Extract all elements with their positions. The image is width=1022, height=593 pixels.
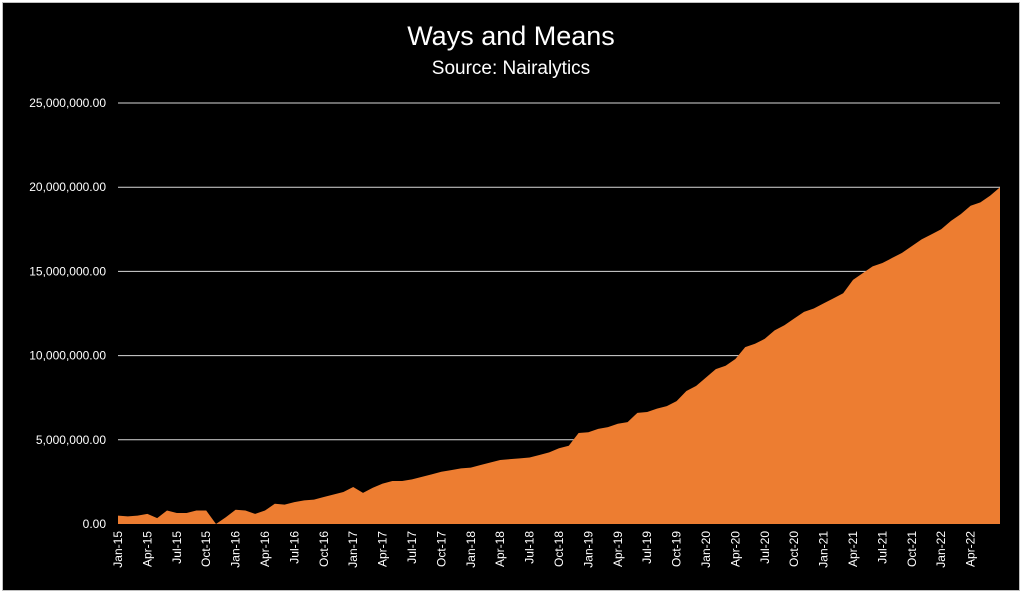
x-tick-label: Jul-19 [640, 531, 654, 564]
x-tick-label: Jan-17 [346, 531, 360, 568]
x-tick-label: Apr-16 [258, 531, 272, 567]
area-series [118, 187, 1000, 524]
x-tick-label: Jan-22 [934, 531, 948, 568]
x-tick-label: Oct-17 [434, 531, 448, 567]
plot-area: 0.00 5,000,000.00 10,000,000.00 15,000,000.… [29, 96, 1000, 568]
x-tick-label: Jul-17 [405, 531, 419, 564]
y-tick-label: 0.00 [83, 517, 107, 531]
x-tick-label: Apr-17 [376, 531, 390, 567]
chart-subtitle: Source: Nairalytics [431, 58, 591, 79]
x-tick-label: Oct-16 [317, 531, 331, 567]
x-tick-label: Jul-18 [523, 531, 537, 564]
x-tick-label: Apr-21 [846, 531, 860, 567]
x-tick-label: Jan-15 [111, 531, 125, 568]
x-tick-label: Oct-19 [670, 531, 684, 567]
x-tick-label: Apr-19 [611, 531, 625, 567]
x-tick-label: Jul-20 [758, 531, 772, 564]
x-tick-label: Jul-15 [170, 531, 184, 564]
x-tick-label: Oct-18 [552, 531, 566, 567]
x-tick-label: Oct-20 [787, 531, 801, 567]
x-tick-label: Jul-16 [287, 531, 301, 564]
y-axis-tick-labels: 0.00 5,000,000.00 10,000,000.00 15,000,000.… [29, 96, 106, 531]
x-tick-label: Apr-18 [493, 531, 507, 567]
x-tick-label: Jul-21 [875, 531, 889, 564]
chart-title: Ways and Means [407, 21, 615, 51]
y-tick-label: 25,000,000.00 [29, 96, 106, 110]
x-tick-label: Jan-16 [229, 531, 243, 568]
y-tick-label: 5,000,000.00 [36, 433, 106, 447]
x-tick-label: Apr-22 [964, 531, 978, 567]
x-tick-label: Oct-21 [905, 531, 919, 567]
x-tick-label: Apr-15 [140, 531, 154, 567]
y-tick-label: 20,000,000.00 [29, 180, 106, 194]
x-axis-tick-labels: Jan-15 Apr-15 Jul-15 Oct-15 Jan-16 Apr-16 Jul-… [111, 531, 978, 568]
x-tick-label: Jan-19 [581, 531, 595, 568]
x-tick-label: Apr-20 [728, 531, 742, 567]
x-tick-label: Oct-15 [199, 531, 213, 567]
x-tick-label: Jan-18 [464, 531, 478, 568]
y-tick-label: 10,000,000.00 [29, 349, 106, 363]
area-series-fill [118, 187, 1000, 524]
y-tick-label: 15,000,000.00 [29, 264, 106, 278]
x-tick-label: Jan-21 [817, 531, 831, 568]
x-tick-label: Jan-20 [699, 531, 713, 568]
